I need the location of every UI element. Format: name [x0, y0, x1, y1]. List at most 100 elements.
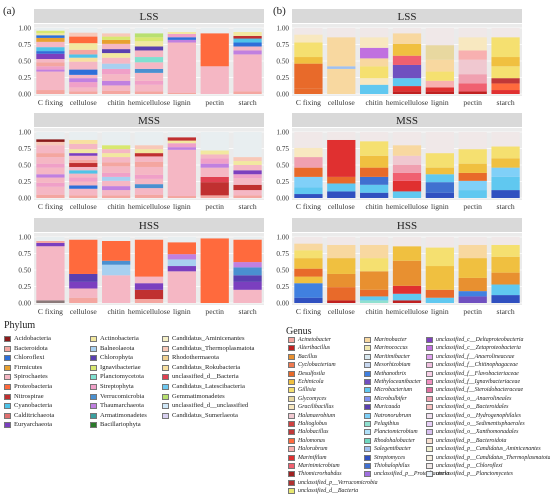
bar-segment: [458, 172, 487, 181]
bar-segment: [36, 30, 65, 34]
legend-swatch: [426, 353, 433, 360]
bar-segment: [102, 36, 131, 40]
x-tick-label: lignin: [173, 98, 191, 107]
legend-swatch: [426, 362, 433, 369]
bar-segment: [360, 155, 389, 168]
legend-label: Euryarchaeota: [14, 421, 53, 429]
bar-segment: [360, 167, 389, 177]
bar-segment: [458, 59, 487, 75]
bar-segment: [69, 239, 98, 274]
bar-segment: [167, 140, 196, 144]
bar-segment: [36, 41, 65, 48]
bar-segment: [134, 28, 164, 34]
bar-segment: [69, 143, 98, 150]
bar-segment: [134, 153, 164, 157]
legend-label: Acinetobacter: [298, 337, 332, 343]
bar-segment: [491, 256, 520, 273]
legend-swatch: [90, 355, 97, 362]
bar-segment: [491, 78, 520, 84]
bar-segment: [167, 196, 196, 198]
x-tick-label: hemicellulose: [386, 307, 429, 316]
legend-label: Halioglobus: [298, 421, 328, 427]
bar-segment: [392, 28, 422, 34]
bar-segment: [233, 28, 262, 32]
x-tick-label: cellulose: [70, 202, 98, 211]
legend-swatch: [288, 387, 295, 394]
legend-swatch: [288, 463, 295, 469]
panel-label-a: (a): [3, 5, 16, 17]
legend-label: Bacillariophyta: [100, 421, 141, 429]
bar-segment: [102, 240, 131, 261]
bar-segment: [134, 194, 164, 198]
bar-segment: [360, 289, 389, 297]
bar-segment: [392, 165, 422, 173]
bar-segment: [491, 132, 520, 147]
bar-segment: [36, 59, 65, 63]
legend-swatch: [364, 421, 371, 427]
bar-segment: [102, 195, 131, 198]
bar-segment: [134, 299, 164, 303]
legend-label: Proteobacteria: [14, 383, 53, 390]
bar-segment: [134, 276, 164, 284]
legend-label: Natronorubrum: [374, 412, 412, 419]
x-tick-label: lignin: [173, 202, 191, 211]
bar-segment: [36, 186, 65, 195]
bar-segment: [167, 42, 196, 93]
legend-item: Pelagibius: [364, 420, 399, 428]
x-tick-label: starch: [239, 307, 257, 316]
facet-strip: [292, 113, 522, 127]
legend-label: Marinobacter: [374, 337, 407, 343]
legend-item: Gracilibacillus: [288, 403, 334, 411]
bar-segment: [167, 143, 196, 148]
legend-item: unclassified_o__Sedimentisphaerales: [426, 420, 525, 428]
legend-label: unclassified_f__Chitinophagaceae: [436, 362, 518, 369]
x-tick-label: hemicellulose: [386, 202, 429, 211]
x-tick-label: starch: [497, 98, 515, 107]
bar-segment: [167, 242, 196, 255]
y-tick-label: 0.25: [276, 178, 289, 186]
y-tick-label: 0.75: [276, 145, 289, 153]
legend-item: unclassified_f__Ignavibacteriaceae: [426, 378, 520, 386]
bar-segment: [360, 271, 389, 290]
bar-segment: [102, 149, 131, 154]
facet-title: LSS: [140, 11, 159, 23]
bar-segment: [102, 260, 131, 265]
y-tick-label: 0.25: [18, 283, 31, 291]
legend-label: unclassified_p__Chloroflexi: [436, 463, 503, 469]
legend-swatch: [364, 395, 371, 402]
legend-item: Calditrichaeota: [4, 412, 54, 420]
legend-swatch: [162, 336, 169, 342]
bar-segment: [102, 172, 131, 177]
legend-label: Spirochaetes: [14, 373, 48, 381]
chart-panel-2: HSS 0.00 0.25 0.50 0.75 1.00 C fixing cellulose…: [18, 218, 264, 316]
bar-segment: [200, 238, 229, 303]
legend-item: Glycomyces: [288, 395, 326, 403]
legend-label: Candidatus_Latescibacteria: [172, 383, 245, 390]
legend-label: Candidatus_Thermoplasmatota: [172, 344, 255, 352]
legend-item: Gemmatimonadetes: [162, 393, 225, 401]
y-tick-label: 0.50: [276, 162, 289, 170]
x-tick-label: hemicellulose: [128, 202, 171, 211]
bar-segment: [69, 181, 98, 186]
bar-segment: [360, 132, 389, 142]
legend-swatch: [288, 337, 295, 343]
legend-item: Halomonas: [288, 437, 325, 445]
legend-item: Marinifilum: [288, 454, 326, 462]
legend-swatch: [4, 345, 11, 352]
bar-segment: [167, 92, 196, 94]
legend-swatch: [288, 471, 295, 478]
legend-label: unclassified_o__Xanthomonadales: [436, 429, 519, 436]
bar-segment: [134, 145, 164, 150]
legend-label: unclassified_d__Bacteria: [298, 488, 359, 495]
bar-segment: [69, 32, 98, 37]
legend-item: Bacillariophyta: [90, 421, 141, 429]
legend-label: Streptophyta: [100, 383, 134, 390]
legend-label: Rhodothermaeota: [172, 354, 219, 362]
bar-segment: [392, 91, 422, 94]
legend-item: Nitrospirae: [4, 393, 44, 401]
bar-segment: [425, 167, 454, 175]
bar-segment: [458, 296, 487, 303]
bar-segment: [294, 243, 323, 251]
legend-swatch: [364, 353, 371, 360]
bar-segment: [233, 54, 262, 92]
